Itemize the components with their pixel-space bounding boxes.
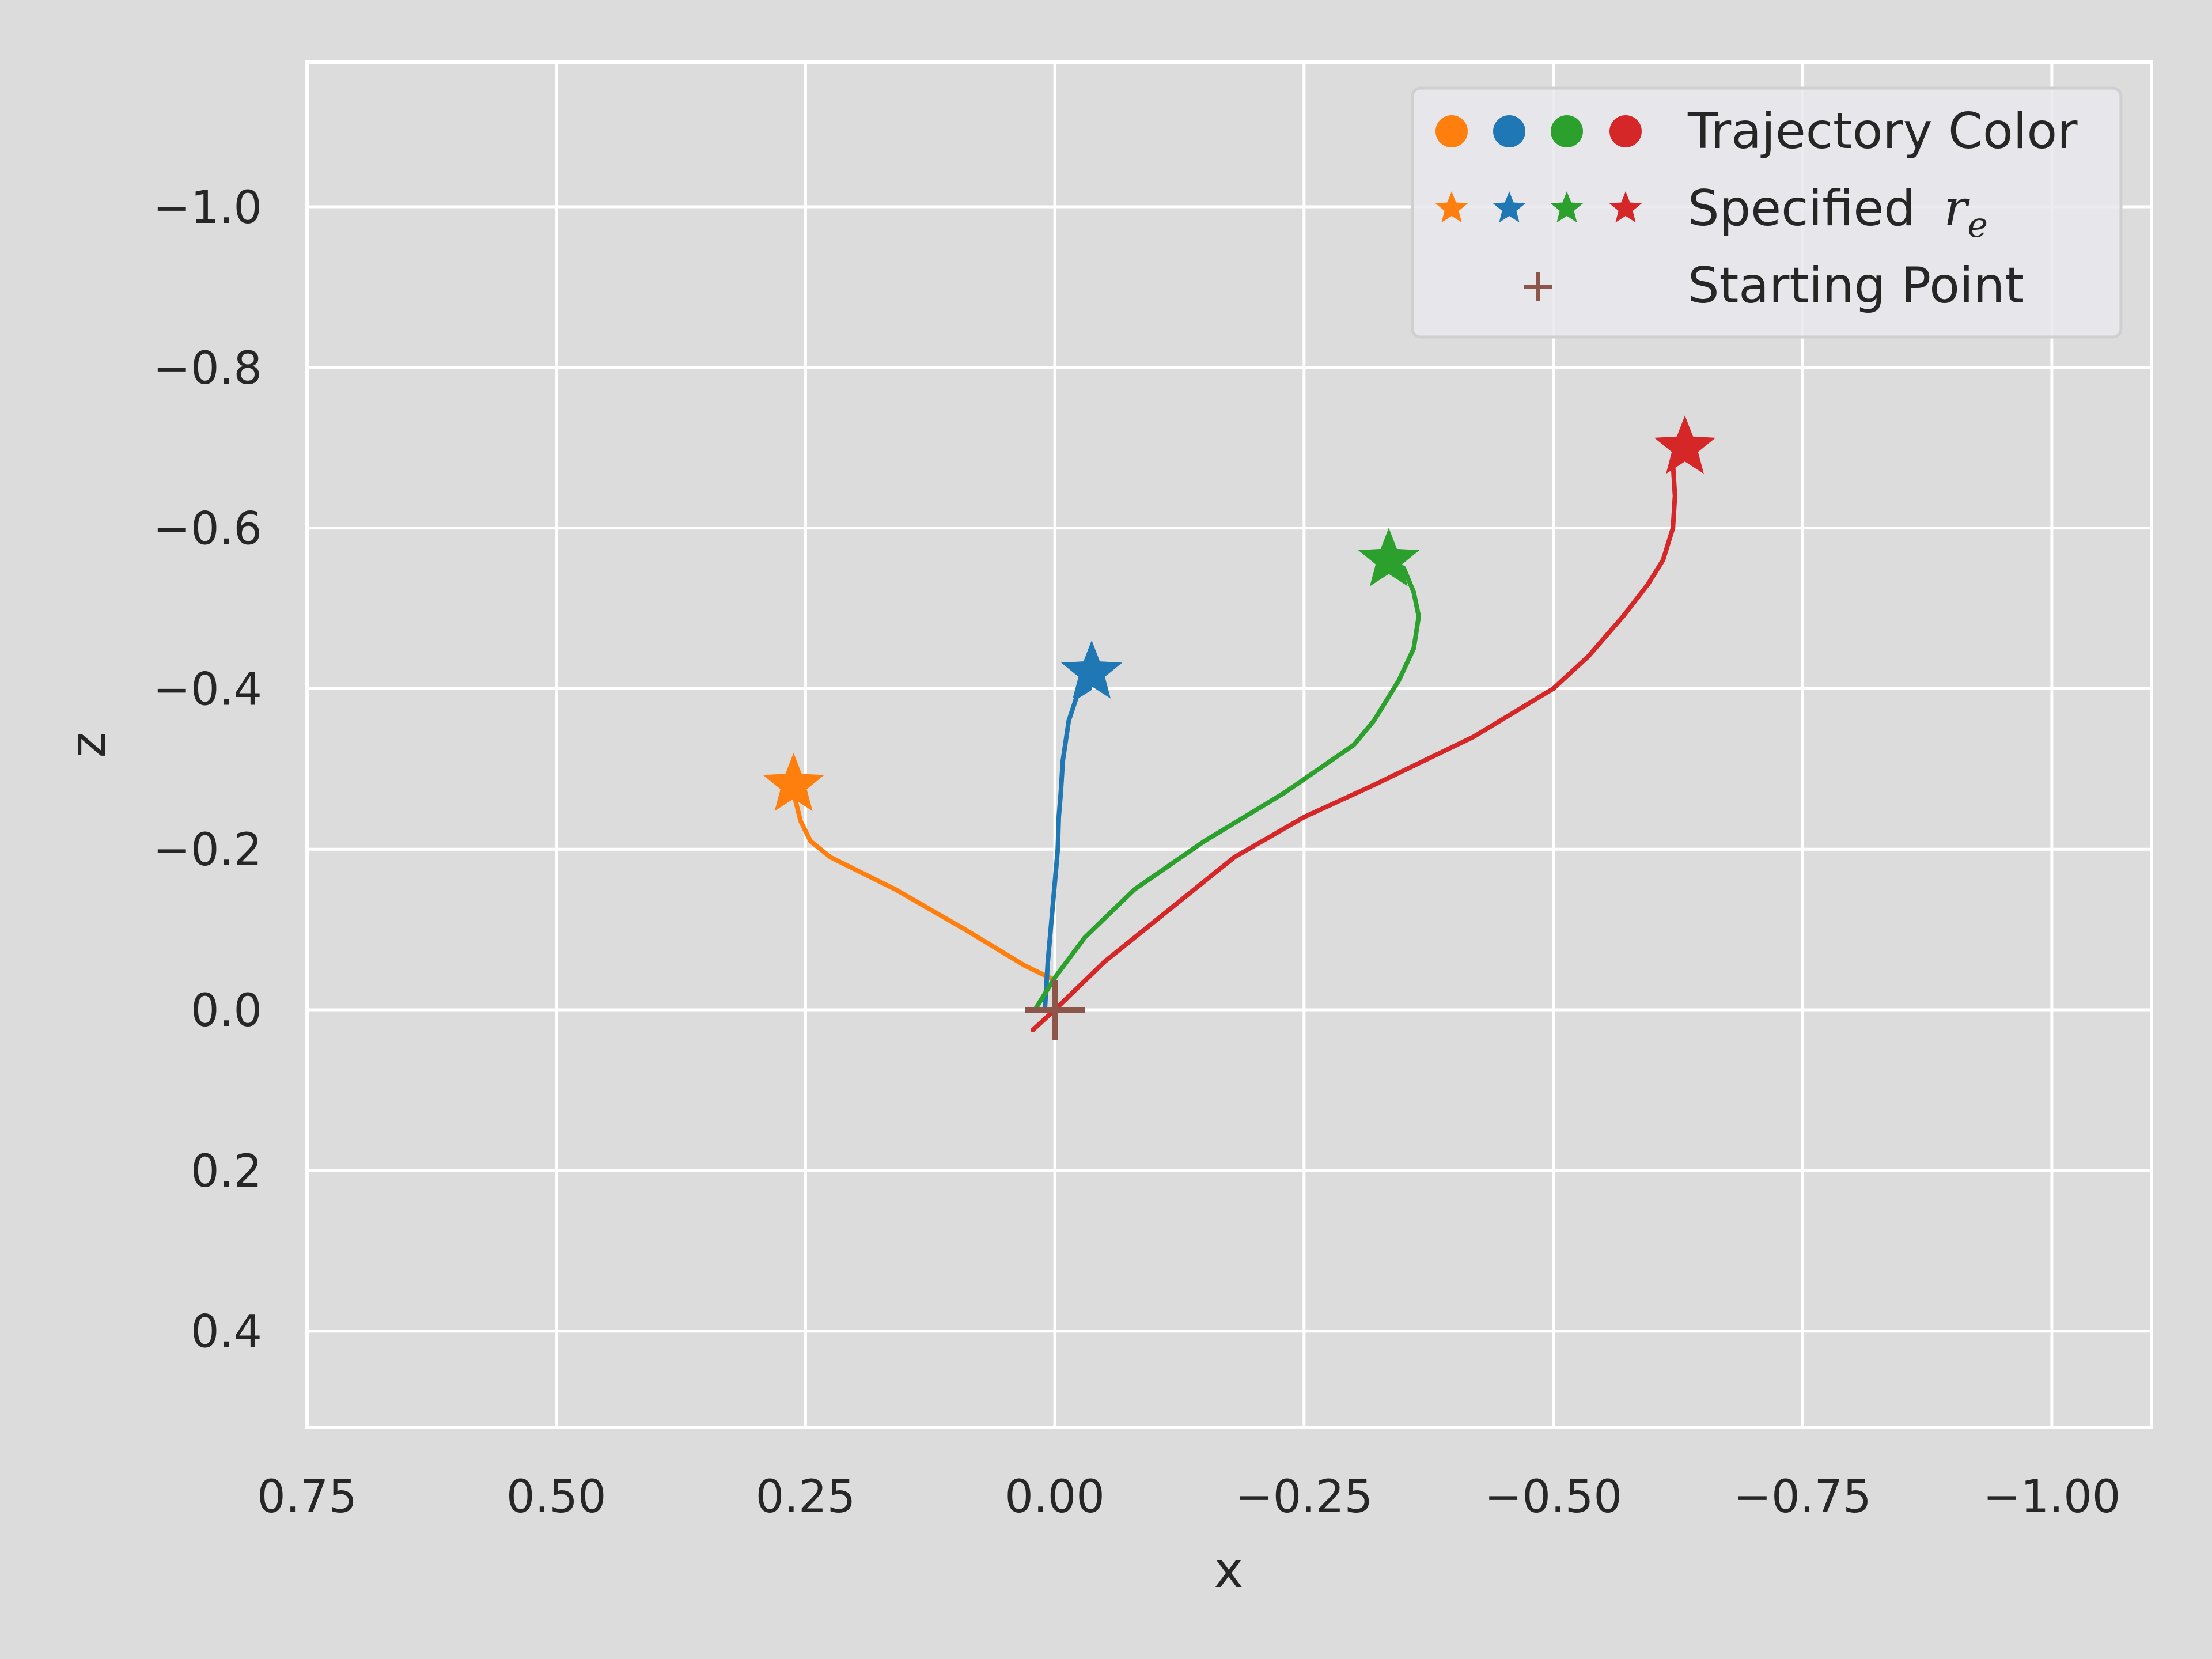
legend-star-marker	[1435, 191, 1468, 223]
legend-dot-marker	[1493, 115, 1525, 147]
y-tick-label: −0.4	[153, 664, 262, 715]
x-tick-label: −0.50	[1484, 1471, 1622, 1523]
markers	[763, 415, 1716, 1040]
trajectory-line	[1032, 558, 1421, 1013]
trajectory-line	[1042, 670, 1094, 1013]
legend-label-specified: Specified re	[1688, 180, 1988, 245]
legend-dot-marker	[1609, 115, 1642, 147]
x-tick-label: 0.50	[506, 1471, 607, 1523]
legend-label-trajectory: Trajectory Color	[1687, 103, 2078, 160]
y-tick-label: 0.4	[191, 1306, 262, 1358]
y-axis-label: z	[59, 732, 117, 757]
target-star-marker	[1060, 640, 1123, 699]
x-tick-label: −0.25	[1235, 1471, 1373, 1523]
y-tick-label: 0.2	[191, 1146, 262, 1198]
trajectory-line	[1031, 445, 1680, 1032]
x-tick-label: −0.75	[1734, 1471, 1872, 1523]
legend-label-specified-sub: e	[1967, 205, 1988, 245]
legend-star-marker	[1609, 191, 1642, 223]
x-tick-label: −1.00	[1983, 1471, 2120, 1523]
trajectory-line	[791, 782, 1052, 980]
x-tick-labels: 0.75 0.50 0.25 0.00 −0.25 −0.50 −0.75 −1.00	[257, 1471, 2120, 1523]
target-star-marker	[1654, 415, 1716, 474]
y-tick-label: −0.8	[153, 343, 262, 395]
y-tick-label: −0.6	[153, 503, 262, 555]
legend-label-start: Starting Point	[1688, 257, 2024, 315]
x-axis-label: x	[1214, 1541, 1244, 1599]
legend-entry-start	[1524, 272, 1552, 301]
legend-label-specified-math: r	[1944, 180, 1970, 237]
legend-entry-trajectory	[1435, 115, 1642, 147]
y-tick-label: 0.0	[191, 985, 262, 1037]
legend-star-marker	[1493, 191, 1526, 223]
target-star-marker	[763, 752, 824, 811]
legend-label-specified-text: Specified	[1688, 180, 1931, 237]
axes-spine	[305, 60, 2153, 1429]
y-tick-label: −1.0	[153, 182, 262, 234]
legend-box	[1411, 86, 2123, 339]
legend-dot-marker	[1551, 115, 1583, 147]
target-star-marker	[1358, 528, 1420, 586]
x-tick-label: 0.75	[257, 1471, 357, 1523]
legend-entry-specified	[1435, 191, 1642, 223]
axes-frame	[305, 60, 2153, 1429]
legend-star-marker	[1550, 191, 1584, 223]
trajectories	[791, 445, 1680, 1032]
legend-dot-marker	[1435, 115, 1468, 147]
y-tick-labels: −1.0 −0.8 −0.6 −0.4 −0.2 0.0 0.2 0.4	[153, 182, 262, 1358]
y-tick-label: −0.2	[153, 824, 262, 876]
x-tick-label: 0.25	[756, 1471, 856, 1523]
legend: Trajectory Color Specified re Starting P…	[1411, 86, 2123, 339]
x-tick-label: 0.00	[1005, 1471, 1105, 1523]
